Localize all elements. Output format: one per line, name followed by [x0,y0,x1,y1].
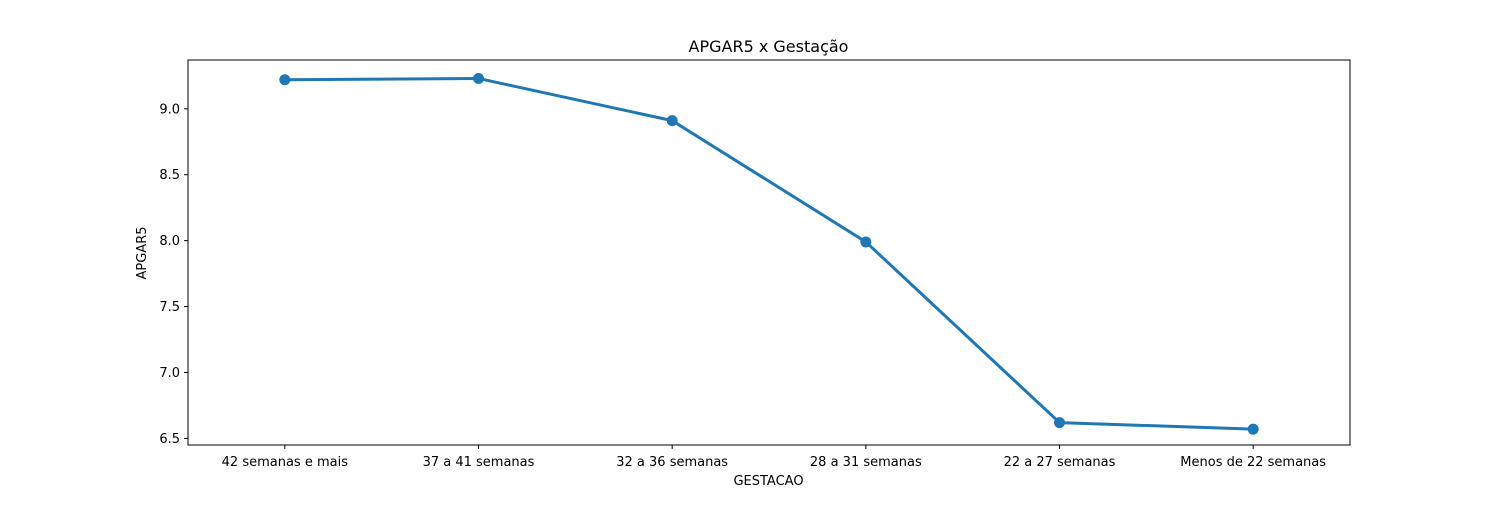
x-tick-label: 28 a 31 semanas [810,455,922,470]
y-tick-label: 9.0 [159,102,180,117]
plot-frame [187,59,1351,446]
x-tick-label: 32 a 36 semanas [616,455,728,470]
series-line [283,76,1255,431]
data-point [860,236,872,248]
data-point [666,115,678,127]
data-point [1247,423,1259,435]
y-tick-label: 7.0 [159,366,180,381]
x-axis-label: GESTACAO [733,474,803,489]
y-tick-label: 7.5 [159,300,180,315]
x-tick-label: 37 a 41 semanas [423,455,535,470]
y-tick-label: 8.5 [159,168,180,183]
y-axis-label: APGAR5 [135,226,150,279]
data-point [1054,417,1065,429]
y-tick-label: 8.0 [159,234,180,249]
x-tick-label: Menos de 22 semanas [1180,455,1326,470]
data-point [473,72,484,84]
x-tick-label: 42 semanas e mais [222,455,349,470]
plot-area: 6.5 7.0 7.5 8.0 8.5 9.0 42 semanas e mais 37 a … [159,59,1351,470]
data-point [279,74,291,86]
y-tick-label: 6.5 [159,432,180,447]
x-tick-label: 22 a 27 semanas [1004,455,1116,470]
chart-title: APGAR5 x Gestação [689,37,849,56]
